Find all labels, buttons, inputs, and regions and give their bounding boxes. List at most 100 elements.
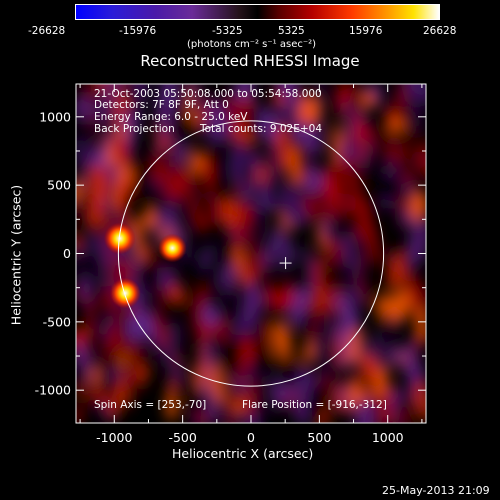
colorbar	[75, 4, 440, 20]
dark-gap	[296, 139, 307, 178]
dark-gap	[76, 251, 84, 297]
fringe-blob	[300, 96, 321, 124]
dark-gap	[208, 268, 216, 297]
dark-gap	[109, 375, 119, 411]
dark-gap	[76, 363, 86, 390]
dark-gap	[170, 106, 182, 146]
footer-timestamp: 25-May-2013 21:09	[382, 484, 490, 497]
dark-gap	[137, 162, 149, 198]
dark-gap	[382, 310, 392, 358]
dark-gap	[376, 123, 387, 162]
fringe-blob	[264, 225, 280, 273]
fringe-blob	[232, 389, 242, 408]
image-texture	[76, 84, 426, 423]
fringe-blob	[409, 217, 426, 264]
annotation-flare-position: Flare Position = [-916,-312]	[242, 399, 387, 411]
dark-gap	[339, 255, 347, 301]
fringe-blob	[156, 93, 174, 143]
dark-gap	[405, 106, 413, 148]
source-layer	[103, 222, 187, 309]
fringe-blob	[320, 165, 339, 207]
fringe-blob	[258, 107, 278, 142]
dark-gap	[111, 349, 122, 372]
fringe-blob	[360, 280, 370, 309]
x-tick-label: 1000	[372, 430, 404, 445]
dark-gap	[211, 157, 223, 189]
fringe-blob	[415, 306, 426, 342]
dark-gap	[248, 208, 259, 247]
dark-gap	[196, 254, 203, 291]
colorbar-tick-label: 15976	[349, 25, 383, 37]
spin-axis-marker	[279, 257, 292, 270]
dark-gap	[373, 392, 381, 423]
annotation-energy: Energy Range: 6.0 - 25.0 keV	[94, 111, 248, 123]
dark-gap	[150, 192, 162, 217]
dark-gap	[100, 111, 113, 139]
dark-gap	[365, 155, 374, 184]
fringe-blob	[242, 383, 259, 420]
fringe-blob	[283, 279, 296, 309]
x-tick-label: -500	[168, 430, 196, 445]
fringe-blob	[302, 340, 314, 365]
fringe-blob	[364, 224, 380, 265]
fringe-blob	[76, 340, 85, 363]
dark-gap	[252, 337, 266, 380]
fringe-blob	[328, 315, 338, 346]
x-axis-label: Heliocentric X (arcsec)	[172, 446, 314, 461]
dark-gap	[195, 390, 209, 418]
dark-gap	[81, 216, 90, 258]
fringe-blob	[168, 361, 186, 387]
dark-gap	[224, 282, 235, 326]
fringe-blob	[321, 216, 334, 242]
fringe-blob	[399, 208, 414, 229]
dark-gap	[126, 84, 139, 107]
fringe-blob	[126, 312, 146, 343]
colorbar-tick-labels: -26628 -15976 -5325 5325 15976 26628	[0, 25, 500, 39]
y-ticks: -1000 -500 0 500 1000	[35, 109, 426, 398]
dark-gap	[322, 255, 329, 297]
y-tick-label: -1000	[35, 383, 71, 398]
fringe-blob	[220, 194, 240, 230]
dark-gap	[395, 398, 405, 423]
colorbar-unit-label: (photons cm⁻² s⁻¹ asec⁻²)	[187, 39, 317, 50]
x-ticks: -1000 -500 0 500 1000	[79, 84, 423, 445]
source-blob	[103, 222, 136, 255]
fringe-blob	[411, 96, 422, 128]
dark-gap	[222, 230, 235, 264]
annotation-method: Back Projection	[94, 123, 175, 135]
fringe-blob	[113, 136, 131, 168]
fringe-blob	[408, 191, 426, 226]
fringe-blob	[346, 191, 356, 211]
dark-gap	[108, 181, 115, 221]
dark-gap	[348, 88, 357, 114]
fringe-blob	[84, 291, 98, 340]
dark-gap	[78, 118, 88, 164]
x-tick-label: 0	[247, 430, 255, 445]
annotation-time: 21-Oct-2003 05:50:08.000 to 05:54:58.000	[94, 88, 322, 100]
colorbar-tick-label: -15976	[119, 25, 157, 37]
fringe-blob	[243, 279, 258, 319]
fringe-blob	[76, 95, 93, 122]
fringe-blob	[344, 231, 361, 268]
dark-gap	[380, 247, 393, 289]
fringe-blob	[189, 149, 204, 176]
dark-gap	[279, 346, 289, 389]
fringe-blob	[151, 148, 165, 187]
fringe-blob	[183, 169, 199, 219]
fringe-blob	[303, 190, 322, 222]
dark-gap	[382, 175, 395, 200]
fringe-blob	[299, 246, 312, 266]
annotation-detectors: Detectors: 7F 8F 9F, Att 0	[94, 99, 229, 111]
fringe-blob	[203, 337, 214, 381]
x-tick-label: -1000	[96, 430, 132, 445]
fringe-blob	[93, 150, 108, 169]
fringe-blob	[282, 178, 303, 225]
fringe-blob	[203, 302, 219, 329]
dark-gap	[325, 350, 339, 397]
dark-gap	[287, 103, 295, 150]
fringe-blob	[337, 139, 357, 163]
dark-gap	[137, 261, 150, 294]
fringe-blob	[152, 306, 168, 351]
colorbar-tick-label: 5325	[278, 25, 305, 37]
